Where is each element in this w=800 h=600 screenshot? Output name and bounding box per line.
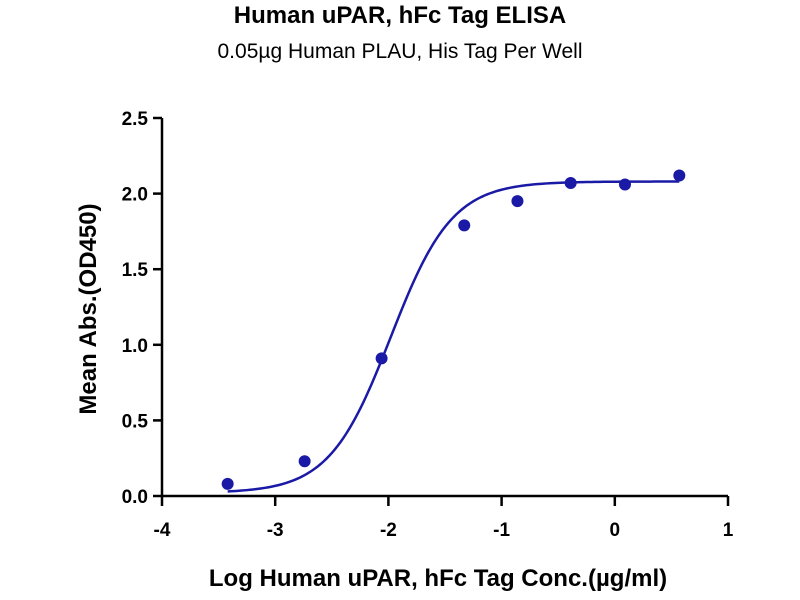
- data-point: [673, 169, 686, 182]
- y-tick-label: 2.5: [122, 109, 149, 130]
- data-point: [458, 219, 471, 232]
- chart-title: Human uPAR, hFc Tag ELISA: [233, 2, 567, 29]
- data-point: [618, 178, 631, 191]
- x-tick-label: -4: [154, 520, 171, 541]
- y-axis-label: Mean Abs.(OD450): [75, 203, 102, 414]
- fit-curve-layer: [227, 180, 680, 493]
- x-tick-label: -2: [380, 520, 397, 541]
- data-point: [221, 477, 234, 490]
- fit-curve: [227, 180, 680, 493]
- y-tick-label: 0.0: [122, 487, 148, 508]
- y-tick-label: 1.0: [122, 336, 148, 357]
- data-point: [298, 455, 311, 468]
- data-points-layer: [221, 169, 686, 490]
- x-tick-label: -3: [267, 520, 284, 541]
- data-point: [375, 352, 388, 365]
- x-axis-label: Log Human uPAR, hFc Tag Conc.(µg/ml): [209, 565, 667, 592]
- y-tick-label: 0.5: [122, 411, 149, 432]
- y-tick-label: 2.0: [122, 185, 148, 206]
- y-axis: 0.0 0.5 1.0 1.5 2.0 2.5: [122, 109, 164, 508]
- x-tick-label: 1: [723, 520, 734, 541]
- data-point: [564, 177, 577, 190]
- y-tick-label: 1.5: [122, 260, 149, 281]
- x-axis: -4 -3 -2 -1 0 1: [154, 494, 734, 541]
- x-tick-label: -1: [493, 520, 510, 541]
- x-tick-label: 0: [610, 520, 621, 541]
- data-point: [511, 195, 524, 208]
- chart-subtitle: 0.05µg Human PLAU, His Tag Per Well: [217, 40, 583, 63]
